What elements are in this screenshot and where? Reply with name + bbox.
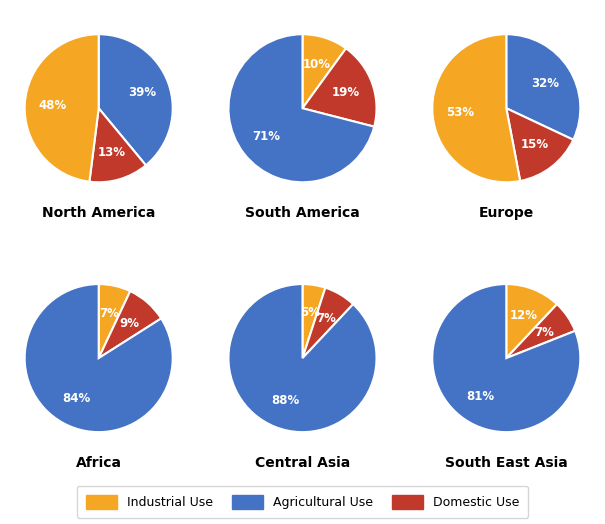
Wedge shape (25, 284, 172, 432)
Wedge shape (506, 108, 574, 181)
Text: 5%: 5% (299, 306, 319, 319)
Text: 13%: 13% (97, 146, 125, 159)
Text: 7%: 7% (316, 312, 336, 325)
Text: 32%: 32% (531, 77, 559, 90)
Wedge shape (433, 284, 580, 432)
Text: 48%: 48% (39, 99, 67, 112)
Text: 7%: 7% (99, 307, 119, 320)
Text: 9%: 9% (119, 317, 139, 330)
Title: South East Asia: South East Asia (445, 456, 567, 471)
Title: Europe: Europe (479, 206, 534, 221)
Text: 7%: 7% (534, 326, 554, 339)
Wedge shape (433, 34, 520, 182)
Wedge shape (302, 284, 325, 358)
Wedge shape (229, 284, 376, 432)
Wedge shape (506, 284, 557, 358)
Wedge shape (302, 34, 346, 108)
Title: South America: South America (245, 206, 360, 221)
Title: Central Asia: Central Asia (255, 456, 350, 471)
Text: 12%: 12% (509, 309, 537, 322)
Wedge shape (99, 291, 161, 358)
Wedge shape (99, 34, 172, 165)
Wedge shape (506, 34, 580, 140)
Wedge shape (25, 34, 99, 182)
Text: 39%: 39% (128, 86, 156, 99)
Wedge shape (229, 34, 374, 182)
Text: 15%: 15% (520, 138, 549, 151)
Legend: Industrial Use, Agricultural Use, Domestic Use: Industrial Use, Agricultural Use, Domest… (77, 486, 528, 518)
Text: 19%: 19% (332, 86, 360, 99)
Wedge shape (506, 304, 575, 358)
Title: Africa: Africa (76, 456, 122, 471)
Wedge shape (99, 284, 130, 358)
Wedge shape (302, 48, 376, 127)
Wedge shape (302, 288, 353, 358)
Text: 84%: 84% (62, 392, 91, 405)
Text: 88%: 88% (272, 394, 299, 407)
Title: North America: North America (42, 206, 155, 221)
Text: 53%: 53% (446, 106, 475, 119)
Text: 81%: 81% (466, 389, 494, 402)
Text: 71%: 71% (252, 130, 280, 143)
Text: 10%: 10% (302, 58, 331, 71)
Wedge shape (90, 108, 146, 182)
